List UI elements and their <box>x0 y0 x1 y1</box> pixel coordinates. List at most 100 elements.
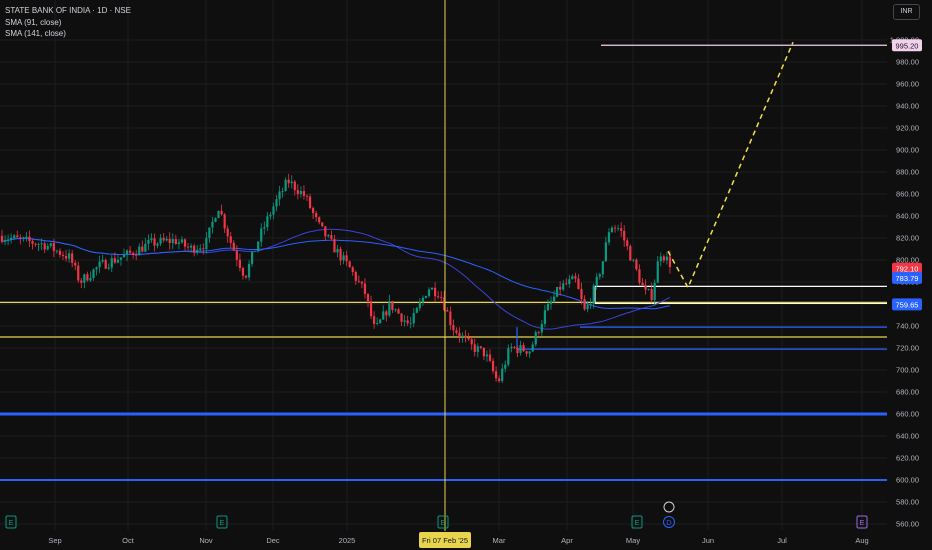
candle <box>379 318 382 324</box>
candle-body <box>247 263 251 278</box>
candle-body <box>119 257 123 260</box>
price-label-text: 792.10 <box>896 265 919 274</box>
price-tick-label: 940.00 <box>896 102 919 111</box>
candle <box>528 350 531 358</box>
candle-body <box>650 289 653 301</box>
candle-body <box>293 181 296 191</box>
candle-body <box>80 280 83 283</box>
candle-body <box>641 282 644 286</box>
candle-body <box>607 232 611 243</box>
sma-141-legend[interactable]: SMA (141, close) <box>5 29 66 38</box>
candle-body <box>626 240 629 247</box>
candle-body <box>415 308 418 313</box>
candle <box>43 241 46 254</box>
price-tick-label: 740.00 <box>896 322 919 331</box>
sma-91-legend[interactable]: SMA (91, close) <box>5 17 62 27</box>
projection-line <box>667 41 794 290</box>
candle <box>333 234 336 253</box>
candle-body <box>324 226 327 237</box>
candle-body <box>107 267 110 269</box>
candle-body <box>318 217 321 223</box>
currency-button[interactable]: INR <box>893 4 920 20</box>
candle <box>214 217 217 223</box>
candle-body <box>464 335 467 338</box>
candle-body <box>13 235 16 238</box>
price-label-bg <box>892 39 922 52</box>
candle-body <box>241 267 245 276</box>
candle <box>171 233 174 250</box>
candle-body <box>495 371 498 379</box>
candle-body <box>589 303 592 305</box>
time-tick-label: Jun <box>702 536 714 545</box>
price-label-text: 995.20 <box>896 41 919 50</box>
candle-body <box>549 301 553 304</box>
candle <box>125 249 129 261</box>
marker-box <box>216 515 228 529</box>
candle <box>86 271 89 282</box>
price-tick-label: 860.00 <box>896 190 919 199</box>
candle <box>513 345 516 350</box>
candle <box>443 290 446 312</box>
marker-letter: E <box>859 518 864 527</box>
candle-body <box>46 245 49 250</box>
candle <box>556 286 559 298</box>
candle-body <box>659 256 662 262</box>
candle-body <box>177 242 180 245</box>
candle-body <box>568 279 571 284</box>
candle <box>629 244 632 261</box>
candle <box>296 184 299 200</box>
candle <box>400 312 403 326</box>
candle <box>549 296 553 310</box>
candle-body <box>580 289 583 299</box>
candle-body <box>52 243 55 251</box>
candle-body <box>308 196 312 209</box>
candle <box>357 275 360 284</box>
candle <box>71 249 74 268</box>
candle <box>601 260 604 279</box>
symbol-title[interactable]: STATE BANK OF INDIA · 1D · NSE <box>5 6 131 15</box>
candle-body <box>629 246 632 261</box>
candle-body <box>296 190 299 195</box>
candle <box>519 340 522 356</box>
candle <box>434 282 437 302</box>
candle <box>571 274 574 280</box>
price-tick-label: 560.00 <box>896 520 919 529</box>
candle-body <box>217 210 220 219</box>
candle <box>153 233 156 252</box>
candle <box>232 240 235 251</box>
candle-body <box>397 309 400 314</box>
candle <box>498 375 501 383</box>
candle-body <box>620 228 623 231</box>
candle-body <box>449 311 452 326</box>
candle-body <box>260 228 263 242</box>
candle-body <box>369 301 373 317</box>
candle <box>559 281 562 296</box>
candle-body <box>77 265 80 281</box>
candle <box>168 232 171 250</box>
candle <box>202 243 205 255</box>
candle-body <box>153 238 156 246</box>
candle-body <box>275 199 278 207</box>
candle <box>55 249 58 254</box>
candle-body <box>376 323 379 325</box>
candle <box>376 317 379 326</box>
dividend-marker: D <box>663 516 675 528</box>
price-tick-label: 660.00 <box>896 410 919 419</box>
candle-body <box>373 316 376 325</box>
candle <box>302 185 306 200</box>
candle <box>28 230 31 248</box>
candle <box>287 173 290 188</box>
chart-legend: STATE BANK OF INDIA · 1D · NSE SMA (91, … <box>5 5 131 40</box>
candle-body <box>409 323 412 325</box>
candle <box>360 281 363 289</box>
candle <box>113 252 116 265</box>
candle <box>74 260 77 271</box>
candle-body <box>461 335 464 337</box>
price-label: 792.10 <box>892 262 922 275</box>
time-tick-label: Mar <box>493 536 506 545</box>
candle <box>25 232 28 242</box>
candle-body <box>156 243 159 246</box>
candle-body <box>205 237 208 250</box>
